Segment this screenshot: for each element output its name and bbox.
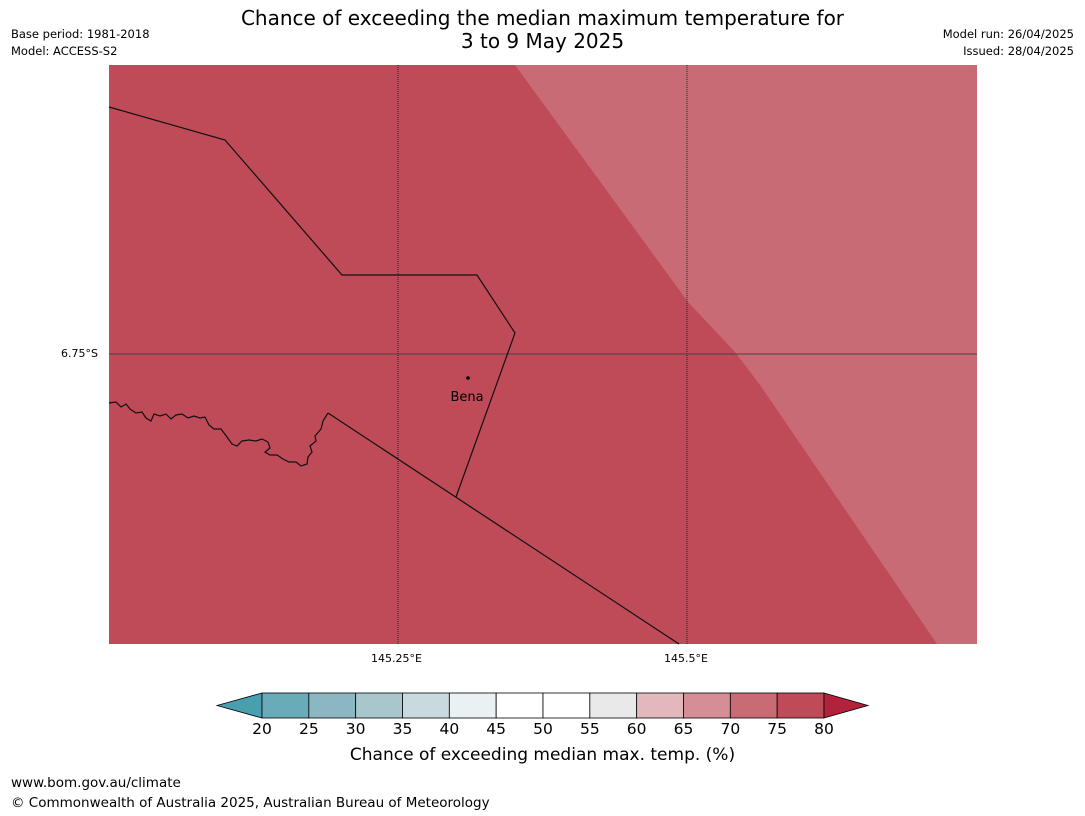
colorbar-tick-label: 60 <box>626 720 647 738</box>
colorbar-tick-label: 35 <box>392 720 413 738</box>
colorbar <box>215 692 870 719</box>
colorbar-tick-label: 70 <box>720 720 741 738</box>
colorbar-tick-label: 30 <box>345 720 366 738</box>
border-line-north <box>108 106 516 498</box>
header-right-info: Model run: 26/04/2025 Issued: 28/04/2025 <box>943 26 1074 60</box>
colorbar-bin <box>402 692 450 719</box>
colorbar-bin <box>776 692 825 719</box>
colorbar-bin <box>495 692 544 719</box>
colorbar-bin <box>683 692 731 719</box>
colorbar-title: Chance of exceeding median max. temp. (%… <box>349 745 736 765</box>
lat-label-6-75: 6.75°S <box>61 347 98 360</box>
colorbar-tick-label: 20 <box>252 720 272 738</box>
place-label-bena: Bena <box>450 390 483 405</box>
border-line-south <box>327 412 680 645</box>
colorbar-bin <box>261 692 310 719</box>
colorbar-bin <box>589 692 638 719</box>
colorbar-bin <box>542 692 591 719</box>
colorbar-bin <box>636 692 684 719</box>
base-period-text: Base period: 1981-2018 <box>11 27 150 41</box>
colorbar-bin <box>729 692 778 719</box>
chart-title: Chance of exceeding the median maximum t… <box>180 7 905 53</box>
footer-url: www.bom.gov.au/climate <box>11 775 181 791</box>
header-left-info: Base period: 1981-2018 Model: ACCESS-S2 <box>11 26 150 60</box>
lon-label-145-5: 145.5°E <box>664 652 708 665</box>
colorbar-over-arrow <box>823 692 870 719</box>
colorbar-tick-label: 40 <box>439 720 460 738</box>
colorbar-tick-label: 50 <box>533 720 553 738</box>
province-borders <box>108 106 680 645</box>
colorbar-tick-label: 45 <box>486 720 507 738</box>
model-run-text: Model run: 26/04/2025 <box>942 27 1074 41</box>
colorbar-tick-label: 75 <box>767 720 788 738</box>
model-text: Model: ACCESS-S2 <box>11 44 118 58</box>
colorbar-under-arrow <box>215 692 263 719</box>
bena-marker <box>466 376 470 380</box>
title-line-2: 3 to 9 May 2025 <box>460 29 625 53</box>
colorbar-tick-label: 55 <box>579 720 600 738</box>
border-line-west <box>108 401 329 467</box>
lon-label-145-25: 145.25°E <box>371 652 422 665</box>
title-line-1: Chance of exceeding the median maximum t… <box>240 6 845 30</box>
colorbar-tick-label: 65 <box>673 720 694 738</box>
gridlines <box>109 65 977 644</box>
colorbar-tick-label: 80 <box>814 720 834 738</box>
colorbar-bin <box>355 692 403 719</box>
colorbar-bin <box>308 692 357 719</box>
colorbar-bin <box>448 692 497 719</box>
footer-copyright: © Commonwealth of Australia 2025, Austra… <box>11 795 490 811</box>
colorbar-tick-label: 25 <box>298 720 319 738</box>
issued-text: Issued: 28/04/2025 <box>963 44 1074 58</box>
